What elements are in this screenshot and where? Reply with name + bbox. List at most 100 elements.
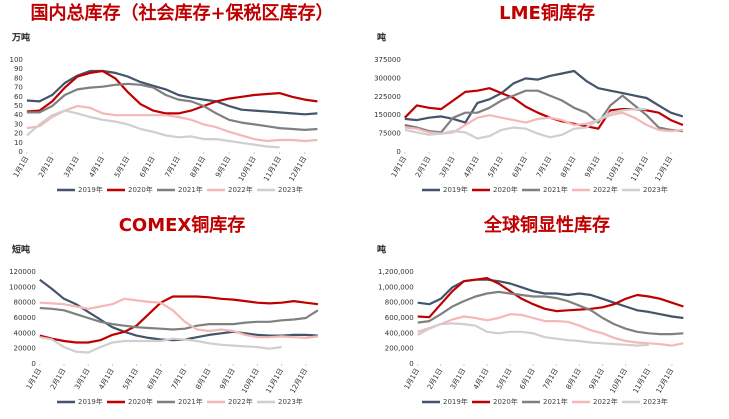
x-tick-label: 4月1日 — [462, 155, 480, 179]
x-tick-label: 5月1日 — [487, 155, 505, 179]
x-tick-label: 4月1日 — [97, 367, 115, 391]
y-tick-label: 800,000 — [385, 299, 414, 307]
y-axis-label: 短吨 — [12, 244, 30, 256]
chart-title: 全球铜显性库存 — [483, 214, 610, 236]
y-axis-label: 吨 — [377, 244, 386, 256]
x-tick-label: 4月1日 — [472, 367, 490, 391]
x-tick-label: 5月1日 — [113, 155, 131, 179]
series-line — [417, 322, 649, 347]
x-tick-label: 12月1日 — [655, 367, 676, 395]
y-axis-label: 吨 — [377, 32, 386, 44]
legend-label: 2022年 — [593, 397, 618, 406]
x-tick-label: 8月1日 — [565, 367, 583, 391]
series-line — [404, 89, 684, 134]
chart-panel: 国内总库存（社会库存+保税区库存）万吨010203040506070809010… — [10, 2, 334, 194]
x-tick-label: 12月1日 — [289, 367, 310, 395]
y-tick-label: 90 — [14, 65, 23, 73]
y-tick-label: 100 — [10, 56, 23, 64]
y-tick-label: 60 — [14, 93, 23, 101]
y-tick-label: 30 — [14, 120, 23, 128]
series-line — [26, 82, 318, 131]
legend-label: 2021年 — [543, 397, 568, 406]
series-line — [39, 306, 319, 331]
series-line — [26, 69, 318, 116]
x-tick-label: 6月1日 — [511, 155, 529, 179]
y-tick-label: 40 — [14, 111, 23, 119]
x-tick-label: 8月1日 — [194, 367, 212, 391]
y-tick-label: 120000 — [9, 268, 36, 276]
x-tick-label: 12月1日 — [654, 155, 675, 183]
y-tick-label: 80 — [14, 74, 23, 82]
legend-label: 2022年 — [228, 397, 253, 406]
chart-title: LME铜库存 — [499, 2, 595, 24]
x-tick-label: 11月1日 — [629, 155, 650, 183]
legend-label: 2021年 — [178, 185, 203, 194]
x-tick-label: 12月1日 — [288, 155, 309, 183]
x-tick-label: 9月1日 — [583, 155, 601, 179]
series-line — [39, 295, 319, 344]
y-tick-label: 0 — [31, 360, 35, 368]
legend-label: 2019年 — [443, 397, 468, 406]
x-tick-label: 3月1日 — [73, 367, 91, 391]
y-tick-label: 100000 — [9, 283, 36, 291]
y-tick-label: 80000 — [14, 299, 36, 307]
series-line — [417, 313, 684, 347]
legend-label: 2021年 — [543, 185, 568, 194]
legend-label: 2019年 — [78, 397, 103, 406]
x-tick-label: 9月1日 — [214, 155, 232, 179]
y-tick-label: 200,000 — [385, 345, 414, 353]
legend-label: 2020年 — [493, 185, 518, 194]
x-tick-label: 10月1日 — [237, 155, 258, 183]
legend-label: 2022年 — [593, 185, 618, 194]
y-tick-label: 50 — [14, 102, 23, 110]
series-line — [404, 108, 647, 140]
x-tick-label: 3月1日 — [438, 155, 456, 179]
x-tick-label: 9月1日 — [588, 367, 606, 391]
x-tick-label: 2月1日 — [49, 367, 67, 391]
series-line — [39, 336, 282, 354]
y-tick-label: 60000 — [14, 314, 36, 322]
y-tick-label: 225000 — [374, 93, 401, 101]
legend-label: 2023年 — [278, 397, 303, 406]
y-tick-label: 300000 — [374, 74, 401, 82]
x-tick-label: 6月1日 — [138, 155, 156, 179]
chart-title: 国内总库存（社会库存+保税区库存） — [30, 2, 333, 24]
legend-label: 2023年 — [643, 397, 668, 406]
x-tick-label: 7月1日 — [170, 367, 188, 391]
x-tick-label: 10月1日 — [609, 367, 630, 395]
y-tick-label: 40000 — [14, 329, 36, 337]
series-line — [39, 278, 318, 342]
x-tick-label: 6月1日 — [146, 367, 164, 391]
x-tick-label: 7月1日 — [541, 367, 559, 391]
x-tick-label: 4月1日 — [88, 155, 106, 179]
y-tick-label: 70 — [14, 84, 23, 92]
x-tick-label: 5月1日 — [495, 367, 513, 391]
series-line — [26, 104, 318, 143]
y-tick-label: 400,000 — [385, 329, 414, 337]
series-line — [39, 297, 319, 339]
y-tick-label: 600,000 — [385, 314, 414, 322]
y-tick-label: 75000 — [379, 130, 401, 138]
x-tick-label: 2月1日 — [37, 155, 55, 179]
x-tick-label: 7月1日 — [535, 155, 553, 179]
x-tick-label: 8月1日 — [189, 155, 207, 179]
y-tick-label: 20000 — [14, 345, 36, 353]
x-tick-label: 1月1日 — [12, 155, 30, 179]
legend-label: 2023年 — [643, 185, 668, 194]
x-tick-label: 10月1日 — [605, 155, 626, 183]
y-tick-label: 1,000,000 — [378, 283, 414, 291]
legend-label: 2021年 — [178, 397, 203, 406]
y-axis-label: 万吨 — [11, 32, 30, 44]
legend-label: 2020年 — [128, 397, 153, 406]
legend-label: 2019年 — [78, 185, 103, 194]
x-tick-label: 11月1日 — [264, 367, 285, 395]
y-tick-label: 0 — [18, 148, 22, 156]
series-line — [26, 109, 280, 149]
y-tick-label: 0 — [396, 148, 400, 156]
x-tick-label: 2月1日 — [414, 155, 432, 179]
x-tick-label: 1月1日 — [25, 367, 43, 391]
x-tick-label: 3月1日 — [62, 155, 80, 179]
legend-label: 2020年 — [128, 185, 153, 194]
